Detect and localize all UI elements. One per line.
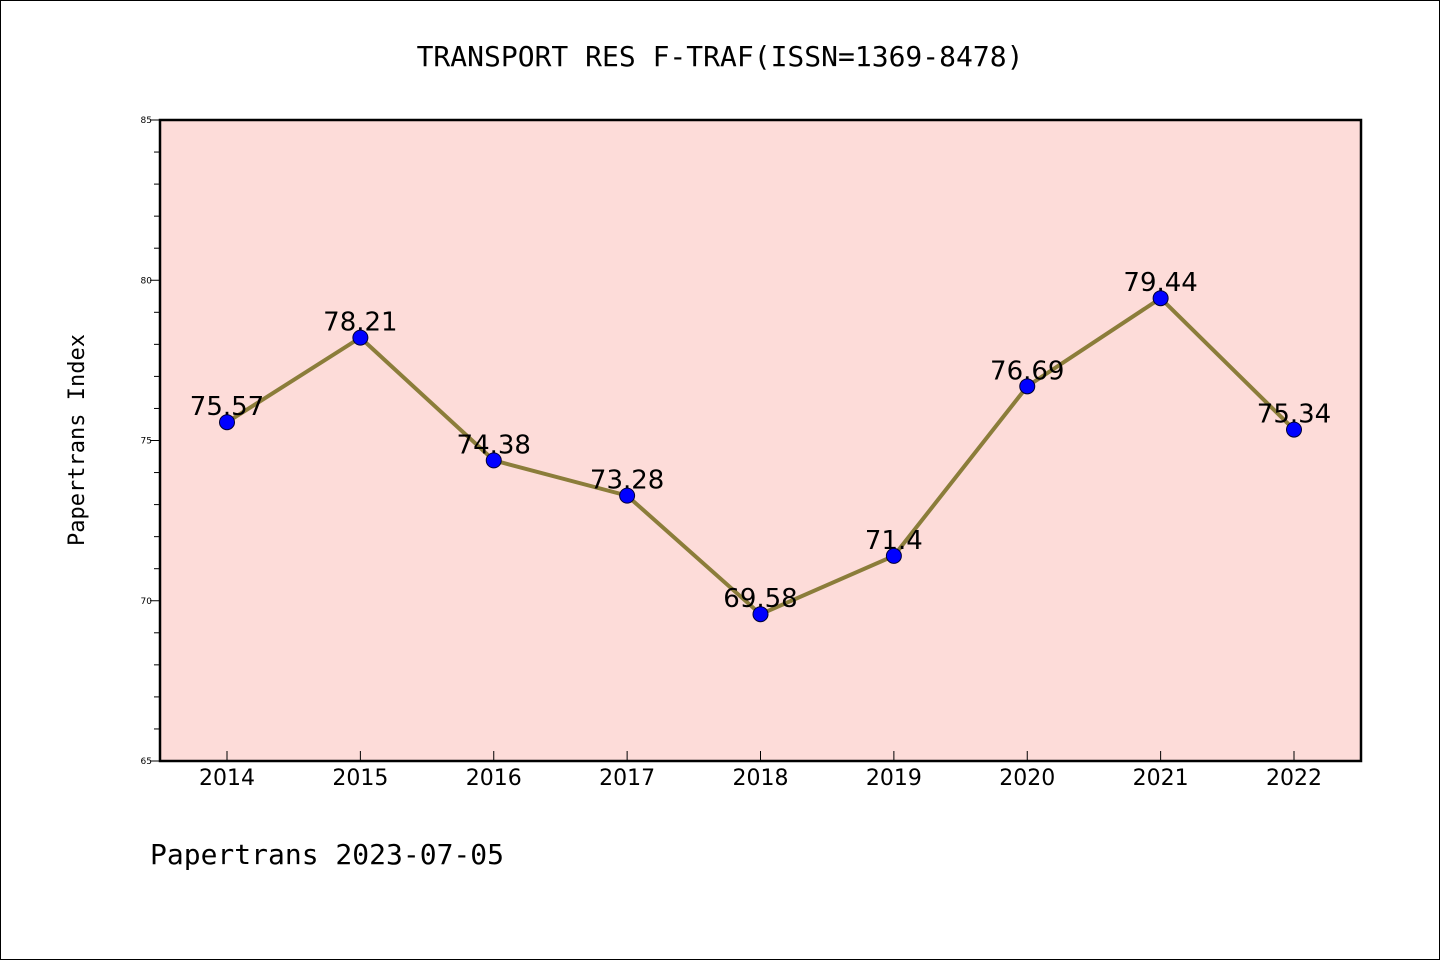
x-tick-label: 2018 (733, 766, 789, 791)
y-tick-label: 80 (141, 276, 153, 286)
x-tick-label: 2020 (999, 766, 1055, 791)
chart-title: TRANSPORT RES F-TRAF(ISSN=1369-8478) (417, 40, 1024, 73)
y-tick-label: 85 (141, 116, 152, 126)
x-tick-label: 2017 (599, 766, 655, 791)
y-axis-label: Papertrans Index (65, 334, 90, 546)
data-point (885, 547, 902, 564)
data-point (752, 606, 769, 623)
y-tick-label: 75 (141, 437, 152, 447)
x-tick-label: 2016 (466, 766, 522, 791)
plot-area (160, 120, 1361, 761)
data-point (219, 414, 235, 431)
data-point (352, 329, 369, 346)
x-tick-label: 2015 (332, 766, 388, 791)
x-tick-label: 2022 (1266, 766, 1322, 791)
x-axis-ticks: 2014 2015 2016 2017 2018 2019 2020 2021 2022 (199, 751, 1322, 791)
y-tick-label: 65 (141, 757, 152, 767)
data-point (1152, 290, 1169, 307)
x-tick-label: 2014 (199, 766, 255, 791)
plot-border (158, 118, 1363, 763)
x-tick-label: 2021 (1133, 766, 1189, 791)
data-point (1286, 421, 1302, 438)
y-axis-ticks: 65 70 75 80 85 (141, 116, 160, 767)
y-tick-label: 70 (141, 597, 153, 607)
footer-note: Papertrans 2023-07-05 (150, 838, 504, 871)
x-tick-label: 2019 (866, 766, 922, 791)
series-group: 75.5778.2174.3873.2869.5871.476.6979.447… (190, 268, 1331, 623)
data-point (619, 487, 636, 504)
data-point (1019, 378, 1036, 395)
data-point (485, 452, 502, 469)
